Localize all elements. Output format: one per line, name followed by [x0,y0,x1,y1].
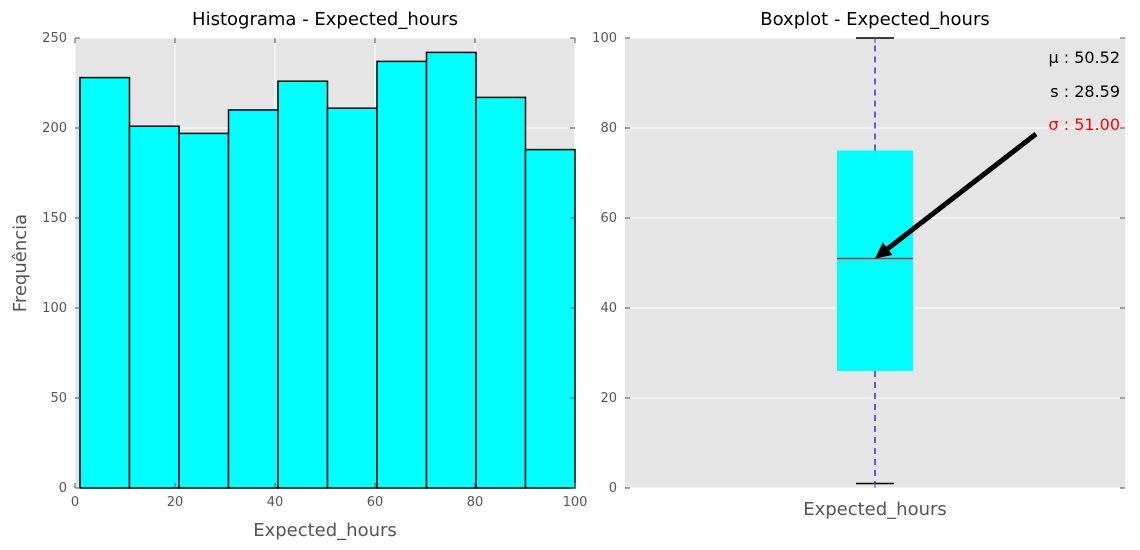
histogram-bar [376,60,428,489]
histogram-y-tick-label: 50 [50,391,67,406]
boxplot-y-tick-label: 40 [600,301,617,316]
boxplot-y-tick-label: 0 [609,481,617,496]
boxplot-category-label: Expected_hours [803,499,947,520]
histogram-ticks: 0 20 40 60 80 100 0 50 100 150 200 250 [42,31,587,510]
histogram-title: Histograma - Expected_hours [192,9,458,30]
histogram-y-tick-label: 100 [42,301,67,316]
arrow-shaft [886,132,1038,251]
median-arrow [875,132,1038,259]
std-annotation: s : 28.59 [1050,82,1120,101]
histogram-bar [475,96,527,489]
histogram-y-tick-label: 150 [42,211,67,226]
boxplot-y-tick-label: 20 [600,391,617,406]
histogram-y-tick-label: 0 [59,481,67,496]
boxplot-ticks: 0 20 40 60 80 100 [592,31,1125,496]
histogram-bars [79,51,576,489]
histogram-bar [178,132,230,489]
boxplot-panel: 0 20 40 60 80 100 Boxplot - Expected_hours Ex… [592,9,1125,520]
histogram-bar [524,148,576,489]
boxplot-y-tick-label: 100 [592,31,617,46]
histogram-y-axis-label: Frequência [10,214,31,312]
histogram-y-tick-label: 200 [42,121,67,136]
histogram-bar [326,107,378,489]
histogram-x-tick-label: 80 [467,495,484,510]
histogram-panel: 0 20 40 60 80 100 0 50 100 150 200 250 Histograma -… [10,9,587,541]
histogram-x-tick-label: 0 [71,495,79,510]
boxplot-y-tick-label: 60 [600,211,617,226]
mean-annotation: μ : 50.52 [1048,48,1120,67]
histogram-x-tick-label: 100 [563,495,588,510]
iqr-box [837,150,913,371]
histogram-y-tick-label: 250 [42,31,67,46]
histogram-x-tick-label: 20 [167,495,184,510]
histogram-bar [425,51,477,489]
histogram-bar [277,80,329,489]
histogram-bar [227,109,279,489]
histogram-x-tick-label: 60 [367,495,384,510]
histogram-x-axis-label: Expected_hours [253,520,397,541]
boxplot-y-tick-label: 80 [600,121,617,136]
boxplot-title: Boxplot - Expected_hours [760,9,989,30]
boxplot-marks [837,37,913,485]
median-annotation: σ : 51.00 [1048,115,1120,134]
histogram-bar [79,76,131,489]
histogram-bar [128,125,180,489]
arrow-head [875,242,893,259]
histogram-x-tick-label: 40 [267,495,284,510]
